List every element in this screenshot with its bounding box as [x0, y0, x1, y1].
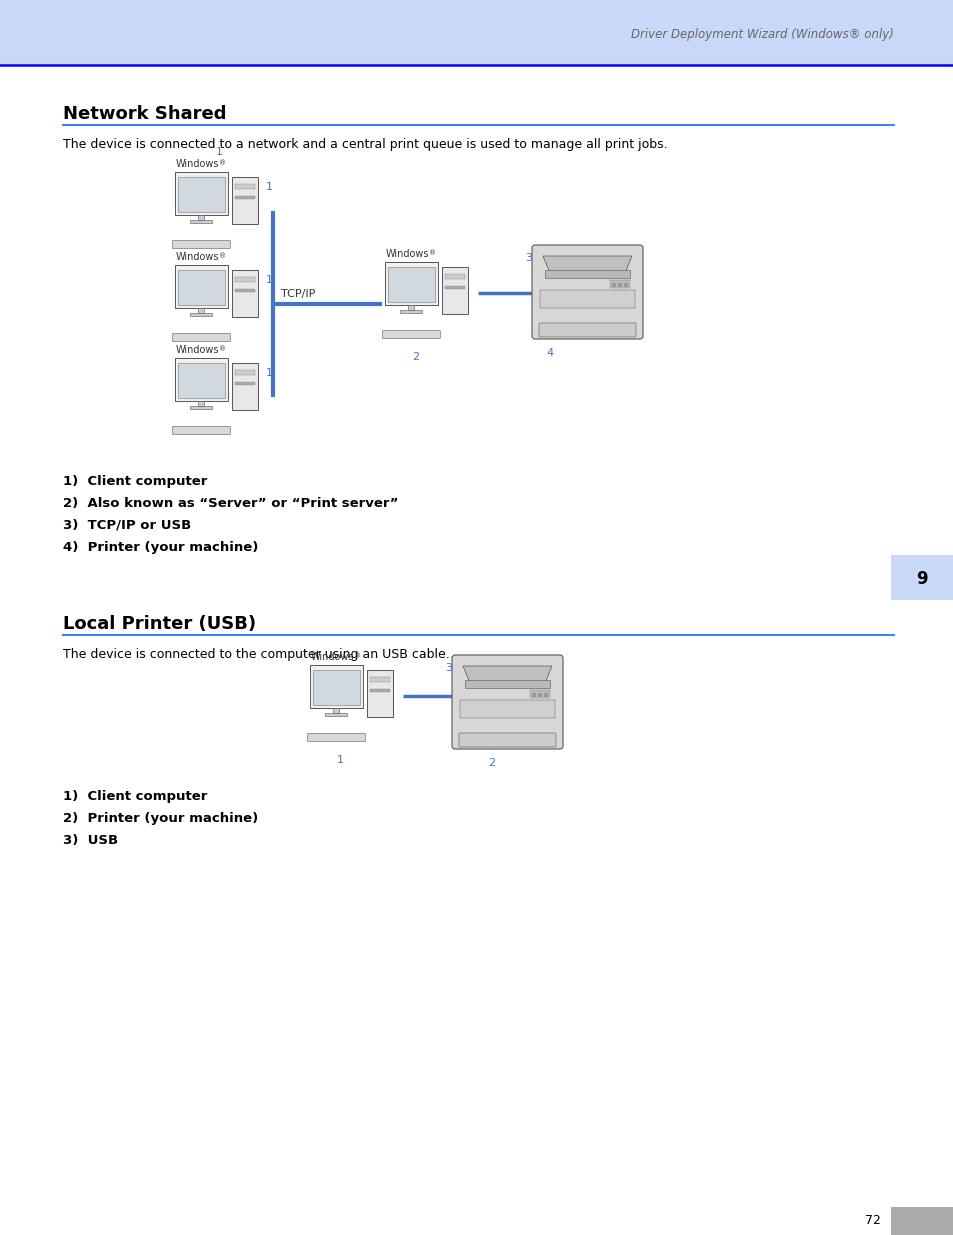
Text: Windows: Windows — [386, 249, 429, 259]
Bar — [191, 312, 213, 316]
FancyBboxPatch shape — [382, 331, 440, 338]
Bar — [532, 693, 536, 697]
Bar — [0, 0, 953, 65]
Text: Local Printer (USB): Local Printer (USB) — [63, 615, 255, 634]
Bar — [890, 555, 953, 600]
FancyBboxPatch shape — [538, 324, 636, 337]
Bar — [174, 266, 228, 308]
Text: ®: ® — [354, 653, 361, 659]
Bar — [539, 290, 635, 308]
Text: Windows: Windows — [311, 652, 355, 662]
Bar — [609, 280, 629, 288]
Text: 1: 1 — [266, 275, 273, 285]
Text: 1: 1 — [266, 368, 273, 378]
Bar — [333, 708, 339, 713]
Bar — [234, 382, 255, 385]
Text: 1: 1 — [215, 147, 222, 157]
Text: Windows: Windows — [175, 252, 219, 262]
Bar — [444, 287, 465, 289]
Bar — [544, 270, 629, 278]
Text: TCP/IP: TCP/IP — [281, 289, 315, 299]
Bar — [459, 700, 555, 718]
Bar — [191, 406, 213, 409]
Text: 3)  TCP/IP or USB: 3) TCP/IP or USB — [63, 519, 191, 532]
Bar — [385, 262, 437, 305]
Text: ®: ® — [219, 161, 226, 165]
Text: ®: ® — [429, 249, 436, 256]
Text: 3: 3 — [524, 253, 532, 263]
Bar — [232, 177, 258, 224]
Text: 1)  Client computer: 1) Client computer — [63, 475, 207, 488]
Bar — [178, 363, 225, 398]
Bar — [530, 690, 550, 698]
Text: 1)  Client computer: 1) Client computer — [63, 790, 207, 803]
Text: 4)  Printer (your machine): 4) Printer (your machine) — [63, 541, 258, 555]
Bar — [612, 283, 616, 287]
Bar — [178, 177, 225, 212]
Bar — [313, 671, 359, 705]
Text: 2)  Also known as “Server” or “Print server”: 2) Also known as “Server” or “Print serv… — [63, 496, 398, 510]
Bar — [234, 184, 255, 189]
Text: 1: 1 — [337, 755, 344, 764]
Bar — [191, 220, 213, 222]
Bar — [370, 689, 390, 692]
FancyBboxPatch shape — [452, 655, 562, 748]
Bar — [234, 196, 255, 199]
Bar — [232, 363, 258, 410]
Bar — [441, 267, 468, 314]
Text: 1: 1 — [266, 182, 273, 191]
Bar — [408, 305, 414, 310]
Text: 3: 3 — [444, 663, 452, 673]
Bar — [464, 680, 550, 688]
Bar — [537, 693, 541, 697]
FancyBboxPatch shape — [172, 241, 230, 248]
Text: 9: 9 — [915, 571, 927, 589]
Bar — [366, 671, 393, 716]
Bar — [198, 215, 204, 220]
Bar — [232, 270, 258, 317]
FancyBboxPatch shape — [532, 245, 642, 338]
Text: Windows: Windows — [175, 345, 219, 354]
Text: 2: 2 — [488, 758, 495, 768]
Bar — [198, 308, 204, 312]
Bar — [198, 401, 204, 406]
Text: ®: ® — [219, 253, 226, 259]
Text: 2)  Printer (your machine): 2) Printer (your machine) — [63, 811, 258, 825]
Bar — [234, 277, 255, 282]
Bar — [400, 310, 422, 312]
FancyBboxPatch shape — [307, 734, 365, 741]
Text: 4: 4 — [546, 348, 553, 358]
FancyBboxPatch shape — [172, 426, 230, 435]
Bar — [388, 267, 435, 301]
Text: ®: ® — [219, 346, 226, 352]
Text: 2: 2 — [412, 352, 419, 362]
Text: 72: 72 — [864, 1214, 880, 1228]
Bar — [178, 270, 225, 305]
Bar — [234, 370, 255, 375]
Bar — [325, 713, 347, 716]
Text: Driver Deployment Wizard (Windows® only): Driver Deployment Wizard (Windows® only) — [631, 28, 893, 41]
Bar — [370, 677, 390, 682]
Bar — [310, 664, 362, 708]
Text: Network Shared: Network Shared — [63, 105, 226, 124]
Bar — [890, 1207, 953, 1235]
FancyBboxPatch shape — [172, 333, 230, 342]
Bar — [444, 274, 465, 279]
Bar — [618, 283, 621, 287]
FancyBboxPatch shape — [458, 734, 556, 747]
Bar — [543, 693, 547, 697]
Polygon shape — [542, 256, 631, 273]
Text: Windows: Windows — [175, 159, 219, 169]
Bar — [174, 172, 228, 215]
Bar — [623, 283, 627, 287]
Text: The device is connected to a network and a central print queue is used to manage: The device is connected to a network and… — [63, 138, 667, 151]
Bar — [234, 289, 255, 291]
Text: 3)  USB: 3) USB — [63, 834, 118, 847]
Text: The device is connected to the computer using an USB cable.: The device is connected to the computer … — [63, 648, 449, 661]
Bar — [174, 358, 228, 401]
Polygon shape — [462, 666, 552, 683]
